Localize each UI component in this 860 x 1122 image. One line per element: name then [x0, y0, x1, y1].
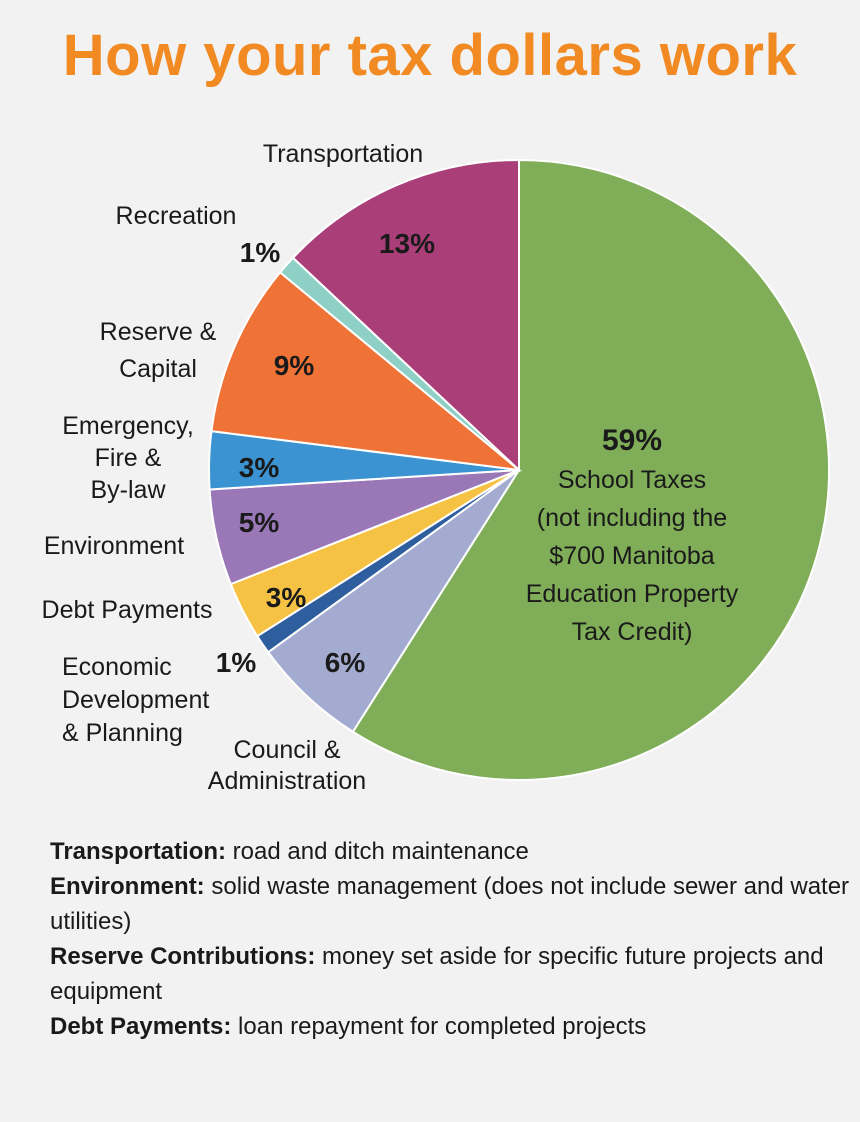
definition-item: Debt Payments: loan repayment for comple…: [50, 1009, 850, 1044]
slice-category-council: Council & Administration: [208, 736, 366, 795]
slice-category-transportation: Transportation: [263, 140, 423, 168]
slice-percent-school: 59%: [602, 424, 662, 457]
slice-category-line: Transportation: [263, 140, 423, 168]
page-title: How your tax dollars work: [62, 23, 798, 88]
slice-percent-environment: 5%: [239, 507, 280, 538]
pie-slice-transportation: [291, 158, 520, 473]
definition-text: loan repayment for completed projects: [231, 1013, 647, 1040]
slice-category-debt: Debt Payments: [42, 596, 213, 624]
slice-category-environment: Environment: [44, 532, 184, 560]
pie-slice-school: [351, 158, 830, 781]
pie-slices: [208, 158, 830, 781]
slice-category-line: Development: [62, 686, 209, 714]
pie-labels: 59% School Taxes (not including the $700 Ma…: [42, 140, 739, 795]
slice-category-line: & Planning: [62, 719, 183, 747]
definition-term: Environment:: [50, 873, 205, 900]
slice-category-school: School Taxes (not including the $700 Manit…: [526, 466, 739, 646]
slice-percent-emergency: 3%: [239, 452, 280, 483]
slice-category-line: Capital: [119, 355, 197, 383]
slice-category-line: Reserve &: [100, 318, 217, 346]
slice-category-line: $700 Manitoba: [549, 542, 715, 570]
slice-percent-economic: 1%: [216, 647, 257, 678]
slice-category-line: By-law: [90, 476, 166, 504]
slice-category-line: Recreation: [116, 202, 237, 230]
definition-text: road and ditch maintenance: [226, 838, 529, 865]
slice-category-economic: Economic Development & Planning: [62, 653, 209, 747]
slice-category-line: Debt Payments: [42, 596, 213, 624]
slice-category-line: School Taxes: [558, 466, 706, 494]
slice-percent-recreation: 1%: [240, 237, 281, 268]
slice-percent-council: 6%: [325, 647, 366, 678]
slice-category-line: Emergency,: [62, 412, 194, 440]
definition-item: Reserve Contributions: money set aside f…: [50, 939, 850, 1009]
slice-percent-reserve: 9%: [274, 350, 315, 381]
slice-category-line: Tax Credit): [572, 618, 693, 646]
definition-item: Transportation: road and ditch maintenan…: [50, 834, 850, 869]
pie-slice-reserve: [210, 270, 523, 472]
slice-category-line: Administration: [208, 767, 366, 795]
definition-text: money set aside for specific future proj…: [50, 943, 824, 1005]
slice-category-line: (not including the: [537, 504, 727, 532]
slice-percent-transportation: 13%: [379, 228, 435, 259]
definition-item: Environment: solid waste management (doe…: [50, 869, 850, 939]
slice-percent-debt: 3%: [266, 582, 307, 613]
definition-text: solid waste management (does not include…: [50, 873, 850, 935]
pie-chart: 59% School Taxes (not including the $700 Ma…: [42, 140, 830, 795]
slice-category-line: Fire &: [95, 444, 162, 472]
definition-term: Debt Payments:: [50, 1013, 232, 1040]
slice-category-recreation: Recreation: [116, 202, 237, 230]
slice-category-line: Education Property: [526, 580, 739, 608]
slice-category-line: Council &: [234, 736, 341, 764]
slice-category-emergency: Emergency, Fire & By-law: [62, 412, 194, 504]
definition-term: Reserve Contributions:: [50, 943, 316, 970]
slice-category-reserve: Reserve & Capital: [100, 318, 217, 383]
slice-category-line: Environment: [44, 532, 184, 560]
definition-term: Transportation:: [50, 838, 227, 865]
definitions-list: Transportation: road and ditch maintenan…: [50, 834, 850, 1044]
slice-category-line: Economic: [62, 653, 172, 681]
